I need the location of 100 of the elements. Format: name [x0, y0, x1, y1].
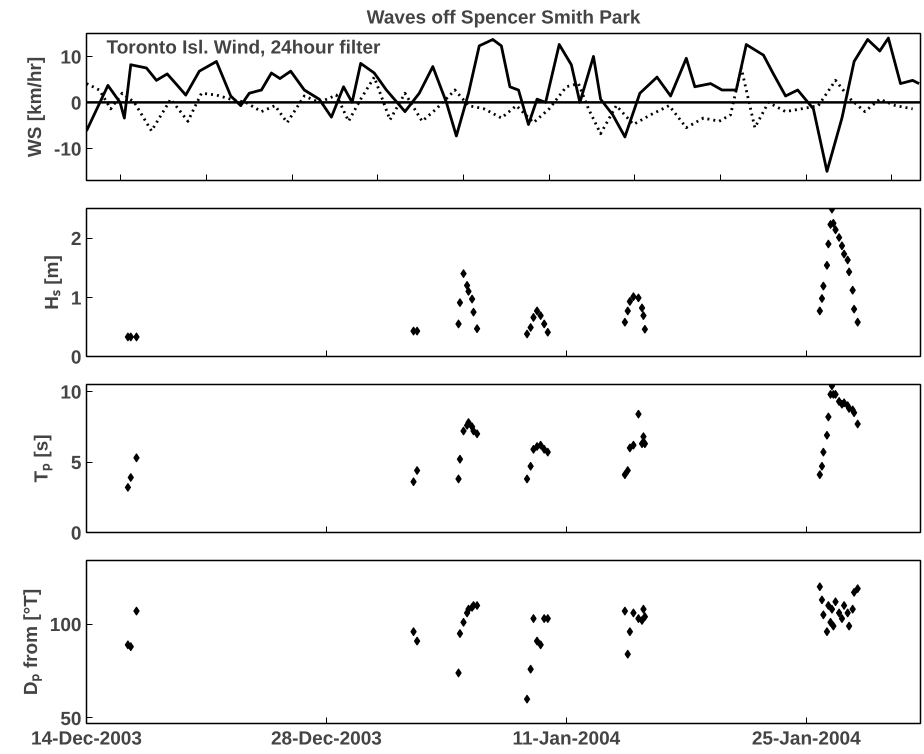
point [840, 600, 848, 610]
chart-title: Waves off Spencer Smith Park [366, 8, 641, 28]
x-tick-label: 14-Dec-2003 [31, 728, 142, 750]
point [642, 612, 648, 622]
x-tick-label: 11-Jan-2004 [512, 728, 621, 750]
y-tick-label: 0 [70, 348, 82, 368]
point [460, 426, 467, 436]
point [846, 267, 852, 276]
y-axis-title: WS [km/hr] [25, 56, 46, 158]
y-tick-label: 0 [70, 93, 82, 114]
point [534, 306, 540, 316]
point [824, 260, 830, 270]
point [820, 448, 827, 457]
point [818, 294, 826, 303]
point [640, 604, 647, 614]
y-axis-title: Dₚ from [°T] [20, 588, 42, 696]
point [524, 694, 530, 704]
point [824, 627, 830, 636]
point [464, 280, 470, 290]
point [818, 462, 826, 471]
point [460, 269, 467, 278]
point [133, 606, 140, 616]
y-tick-label: 0 [70, 524, 82, 544]
y-tick-label: 1 [70, 288, 82, 310]
y-axis-title: Tₚ [s] [31, 434, 52, 483]
point [465, 286, 472, 296]
point [830, 622, 837, 631]
point [840, 250, 848, 259]
point [825, 412, 832, 422]
point [527, 322, 534, 332]
point [818, 595, 826, 604]
point [824, 430, 830, 440]
point [825, 240, 832, 249]
point [820, 610, 827, 620]
point [537, 440, 544, 450]
point [468, 294, 476, 304]
point [534, 636, 540, 646]
x-tick-label: 28-Dec-2003 [270, 728, 382, 750]
point [124, 482, 132, 492]
annotation: Toronto Isl. Wind, 24hour filter [106, 38, 382, 58]
point [456, 454, 464, 464]
point [630, 608, 637, 618]
point [836, 233, 842, 242]
point [622, 606, 628, 616]
point [638, 303, 646, 312]
point [832, 597, 839, 606]
point [626, 296, 634, 306]
point [622, 470, 628, 480]
point [524, 330, 530, 339]
point [455, 668, 462, 678]
point [414, 636, 420, 646]
point [474, 429, 480, 438]
x-tick-label: 25-Jan-2004 [752, 728, 862, 750]
point [474, 324, 480, 334]
point [456, 298, 464, 308]
point [527, 664, 534, 674]
y-tick-label: 2 [70, 229, 82, 250]
point [537, 640, 544, 650]
y-tick-label: 10 [60, 47, 82, 68]
point [635, 293, 642, 302]
point [642, 324, 648, 334]
point [850, 588, 858, 597]
point [530, 312, 537, 322]
y-tick-label: 100 [50, 615, 82, 636]
point [410, 477, 417, 486]
point [455, 319, 462, 328]
point [414, 466, 420, 475]
point [838, 614, 846, 624]
point [640, 311, 647, 320]
point [825, 600, 832, 610]
point [635, 410, 642, 419]
point [460, 618, 467, 627]
y-tick-label: 10 [60, 382, 82, 404]
point [828, 604, 836, 614]
point [133, 453, 140, 462]
point [630, 292, 637, 302]
point [537, 311, 544, 320]
y-tick-label: 5 [70, 453, 82, 474]
point [133, 332, 140, 342]
y-axis-title: Hₛ [m] [42, 255, 63, 310]
point [410, 627, 417, 636]
point [456, 629, 464, 638]
point [630, 440, 637, 450]
point [640, 432, 647, 442]
point [836, 608, 842, 618]
point [470, 426, 477, 436]
y-tick-label: 50 [60, 708, 82, 730]
point [524, 474, 530, 484]
point [626, 627, 634, 636]
point [527, 462, 534, 471]
point [832, 225, 839, 234]
point [626, 443, 634, 452]
point [530, 614, 537, 624]
point [850, 304, 858, 314]
point [820, 282, 827, 291]
point [622, 318, 628, 327]
point [455, 474, 462, 484]
point [846, 622, 852, 631]
point [838, 241, 846, 250]
y-tick-label: -10 [54, 139, 82, 160]
